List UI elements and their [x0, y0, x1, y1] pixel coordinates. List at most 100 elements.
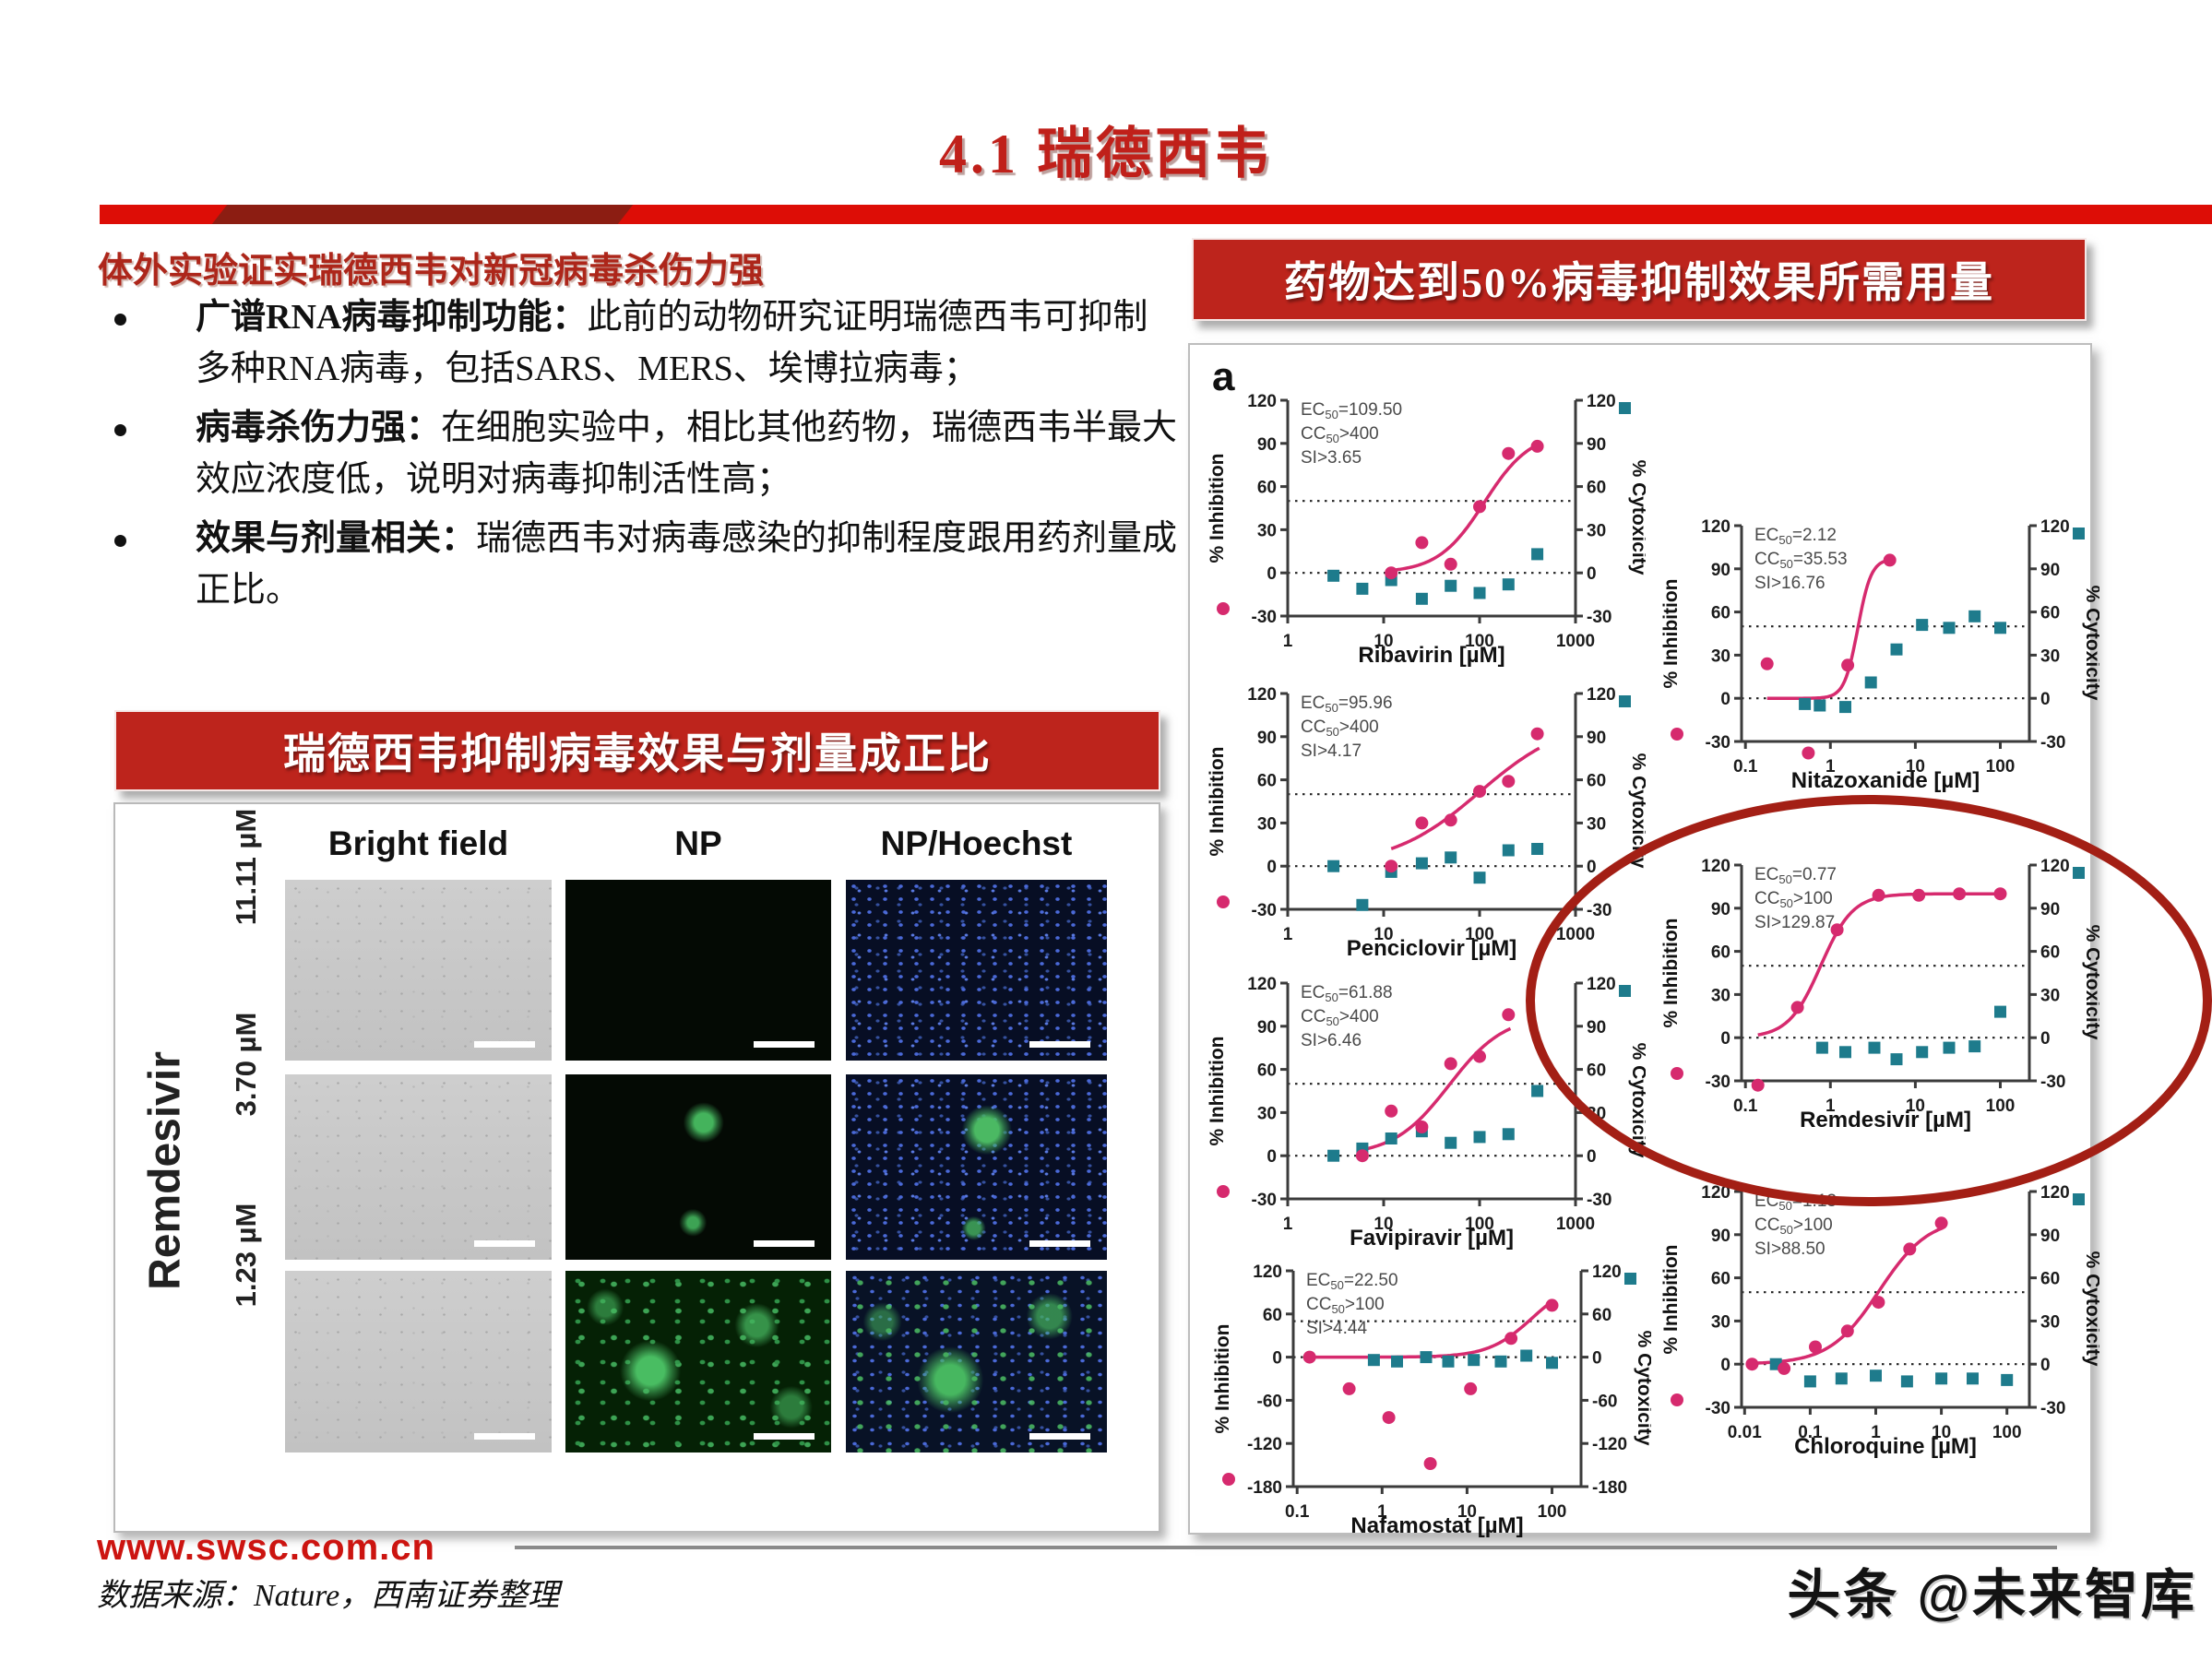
chart-nitazoxanide: -30 -30 0 0 30 30 60 60 90 90 120 120 0.1 1 10 100 EC50=…: [1657, 511, 2103, 806]
svg-text:EC50=109.50: EC50=109.50: [1301, 400, 1402, 421]
svg-text:-30: -30: [1252, 1191, 1277, 1210]
scale-bar: [474, 1240, 535, 1247]
banner-ec50-required-dose: 药物达到50%病毒抑制效果所需用量: [1192, 238, 2087, 321]
svg-text:1000: 1000: [1556, 1215, 1595, 1234]
svg-text:30: 30: [2040, 1312, 2060, 1332]
svg-text:0: 0: [1720, 1029, 1730, 1049]
svg-text:-30: -30: [1587, 608, 1611, 627]
svg-text:30: 30: [1711, 986, 1730, 1005]
svg-text:-120: -120: [1592, 1435, 1627, 1454]
svg-text:60: 60: [1711, 943, 1730, 963]
svg-text:30: 30: [2040, 986, 2060, 1005]
svg-text:30: 30: [1257, 521, 1277, 540]
bullet-item: 效果与剂量相关：瑞德西韦对病毒感染的抑制程度跟用药剂量成正比。: [92, 513, 1181, 616]
svg-text:120: 120: [1587, 392, 1616, 411]
svg-text:0: 0: [1587, 858, 1597, 877]
svg-text:CC50>100: CC50>100: [1306, 1295, 1385, 1316]
svg-text:-30: -30: [1587, 1191, 1611, 1210]
svg-text:SI>4.17: SI>4.17: [1301, 741, 1362, 761]
svg-text:0.1: 0.1: [1798, 1423, 1823, 1442]
svg-text:100: 100: [1465, 925, 1494, 944]
svg-text:120: 120: [1701, 1183, 1730, 1203]
svg-text:120: 120: [1701, 857, 1730, 876]
svg-text:100: 100: [1465, 1215, 1494, 1234]
svg-text:0: 0: [2040, 1029, 2051, 1049]
bullet-item: 病毒杀伤力强：在细胞实验中，相比其他药物，瑞德西韦半最大效应浓度低，说明对病毒抑…: [92, 402, 1181, 505]
title-accent-bar-dark-segment: [211, 205, 634, 224]
svg-text:10: 10: [1906, 757, 1925, 777]
title-accent-bar: [100, 205, 2212, 224]
micro-image-np-3-70: [565, 1074, 831, 1260]
svg-text:30: 30: [1257, 1104, 1277, 1123]
micro-column-header-np: NP: [674, 824, 722, 862]
svg-text:EC50=2.12: EC50=2.12: [1754, 526, 1837, 547]
svg-text:90: 90: [1711, 1227, 1730, 1246]
svg-text:100: 100: [1992, 1423, 2022, 1442]
svg-text:CC50>100: CC50>100: [1754, 889, 1833, 910]
svg-text:1000: 1000: [1556, 925, 1595, 944]
svg-text:-30: -30: [1252, 901, 1277, 920]
svg-text:0: 0: [1272, 1349, 1282, 1369]
scale-bar: [1029, 1433, 1090, 1440]
svg-text:60: 60: [1263, 1306, 1282, 1325]
svg-text:CC50>400: CC50>400: [1301, 1007, 1379, 1028]
svg-text:% Cytoxicity: % Cytoxicity: [1634, 1331, 1651, 1446]
micro-drug-label: Remdesivir: [140, 1051, 190, 1290]
svg-text:-30: -30: [1706, 1073, 1730, 1092]
chart-nafamostat: -180 -180 -120 -120 -60 -60 0 0 60 60 120 120 0.1 1 10…: [1208, 1256, 1655, 1551]
micro-image-brightfield-3-70: [285, 1074, 552, 1260]
micro-image-brightfield-11-11: [285, 880, 552, 1061]
svg-text:EC50=22.50: EC50=22.50: [1306, 1271, 1398, 1292]
svg-text:% Inhibition: % Inhibition: [1660, 919, 1682, 1028]
micro-image-brightfield-1-23: [285, 1271, 552, 1452]
svg-text:CC50>400: CC50>400: [1301, 424, 1379, 445]
svg-text:0.01: 0.01: [1728, 1423, 1762, 1442]
svg-text:1: 1: [1825, 757, 1836, 777]
svg-text:Penciclovir [µM]: Penciclovir [µM]: [1347, 936, 1517, 961]
svg-text:SI>129.87: SI>129.87: [1754, 913, 1835, 932]
svg-text:1: 1: [1283, 632, 1293, 651]
svg-text:% Cytoxicity: % Cytoxicity: [2082, 586, 2099, 701]
footer-data-source: 数据来源：Nature，西南证券整理: [97, 1579, 560, 1613]
micro-image-np-11-11: [565, 880, 831, 1061]
svg-text:120: 120: [2040, 857, 2070, 876]
svg-text:SI>6.46: SI>6.46: [1301, 1031, 1362, 1050]
svg-text:-30: -30: [1252, 608, 1277, 627]
micro-image-np-hoechst-11-11: [846, 880, 1107, 1061]
footer-divider: [515, 1546, 2057, 1549]
svg-text:-180: -180: [1247, 1478, 1282, 1498]
svg-text:30: 30: [1587, 814, 1606, 834]
svg-text:% Inhibition: % Inhibition: [1660, 1245, 1682, 1355]
svg-text:60: 60: [2040, 1270, 2060, 1289]
svg-text:120: 120: [1587, 975, 1616, 994]
bullet-item: 广谱RNA病毒抑制功能：此前的动物研究证明瑞德西韦可抑制多种RNA病毒，包括SA…: [92, 291, 1181, 395]
micro-image-np-hoechst-1-23: [846, 1271, 1107, 1452]
svg-text:120: 120: [2040, 517, 2070, 537]
svg-text:90: 90: [1711, 561, 1730, 580]
svg-text:Chloroquine [µM]: Chloroquine [µM]: [1794, 1434, 1977, 1459]
micro-row-label-1-23: 1.23 µM: [230, 1203, 262, 1308]
footer-website-link[interactable]: www.swsc.com.cn: [97, 1527, 435, 1568]
toutiao-watermark: 头条 @未来智库: [1787, 1565, 2197, 1625]
micro-column-header-np-hoechst: NP/Hoechst: [880, 824, 1073, 862]
svg-text:100: 100: [1465, 632, 1494, 651]
svg-text:Nitazoxanide [µM]: Nitazoxanide [µM]: [1791, 768, 1980, 793]
bullet-lead: 效果与剂量相关：: [196, 519, 477, 558]
svg-text:-30: -30: [2040, 733, 2065, 753]
svg-text:60: 60: [1592, 1306, 1611, 1325]
svg-text:1: 1: [1825, 1097, 1836, 1116]
svg-text:EC50=61.88: EC50=61.88: [1301, 983, 1393, 1004]
svg-text:SI>16.76: SI>16.76: [1754, 574, 1825, 593]
section-heading: 体外实验证实瑞德西韦对新冠病毒杀伤力强: [98, 252, 765, 290]
svg-text:Nafamostat [µM]: Nafamostat [µM]: [1350, 1513, 1523, 1538]
micro-image-np-1-23: [565, 1271, 831, 1452]
svg-text:100: 100: [1986, 757, 2016, 777]
svg-text:0: 0: [1592, 1349, 1602, 1369]
svg-text:10: 10: [1374, 1215, 1393, 1234]
svg-text:EC50=1.13: EC50=1.13: [1754, 1192, 1837, 1213]
svg-text:30: 30: [2040, 646, 2060, 666]
svg-text:SI>3.65: SI>3.65: [1301, 448, 1362, 468]
svg-text:CC50>100: CC50>100: [1754, 1215, 1833, 1237]
svg-text:0: 0: [1267, 1147, 1277, 1167]
